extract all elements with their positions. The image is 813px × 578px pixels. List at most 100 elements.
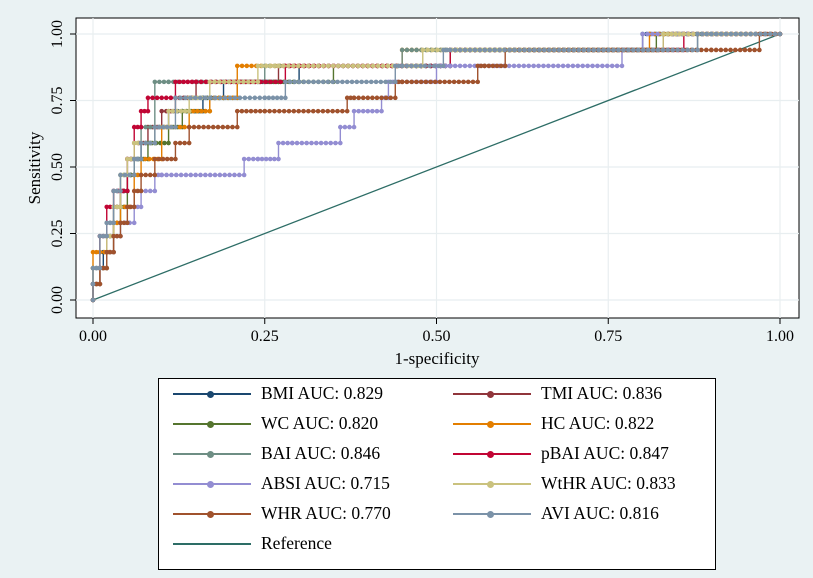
roc-point — [168, 95, 174, 101]
roc-point — [340, 63, 346, 69]
roc-point — [752, 47, 757, 53]
roc-point — [315, 63, 321, 69]
roc-point — [383, 79, 388, 85]
roc-point — [370, 95, 375, 101]
roc-point — [325, 79, 331, 85]
roc-point — [182, 108, 188, 114]
roc-point — [186, 108, 192, 114]
roc-point — [97, 265, 103, 271]
roc-point — [177, 124, 183, 130]
roc-point — [147, 188, 153, 194]
roc-point — [640, 47, 646, 53]
roc-point — [565, 63, 571, 69]
roc-point — [675, 47, 681, 53]
roc-point — [272, 156, 277, 162]
series-avi — [90, 31, 783, 303]
roc-point — [145, 108, 151, 114]
legend-label: TMI AUC: 0.836 — [541, 383, 663, 403]
roc-point — [541, 47, 547, 53]
roc-point — [478, 63, 484, 69]
legend-label: WC AUC: 0.820 — [261, 413, 379, 433]
roc-point — [516, 63, 522, 69]
roc-point — [255, 156, 261, 162]
roc-point — [457, 63, 463, 69]
roc-point — [373, 79, 379, 85]
axes: 0.00 0.25 0.50 0.75 1.00 0.00 0.25 0.50 0.75 1.00 — [49, 20, 794, 345]
roc-point — [427, 63, 432, 69]
roc-point — [156, 124, 162, 130]
roc-point — [221, 79, 227, 85]
roc-point — [251, 156, 256, 162]
roc-point — [650, 31, 655, 37]
roc-point — [333, 140, 338, 146]
roc-point — [310, 108, 316, 114]
roc-point — [107, 220, 113, 226]
roc-point — [217, 172, 223, 178]
roc-point — [107, 204, 113, 210]
roc-point — [512, 47, 517, 53]
roc-point — [272, 63, 277, 69]
roc-point — [590, 63, 595, 69]
roc-point — [154, 95, 160, 101]
roc-point — [210, 124, 216, 130]
roc-point — [347, 124, 352, 130]
roc-point — [199, 108, 204, 114]
roc-point — [374, 108, 380, 114]
roc-point — [107, 249, 113, 255]
roc-point — [90, 249, 96, 255]
roc-point — [236, 79, 241, 85]
roc-point — [296, 63, 301, 69]
roc-point — [286, 63, 291, 69]
roc-point — [257, 108, 263, 114]
roc-point — [296, 79, 302, 85]
roc-point — [576, 47, 582, 53]
roc-point — [560, 63, 566, 69]
roc-point — [266, 95, 272, 101]
roc-point — [182, 124, 187, 130]
roc-point — [368, 79, 374, 85]
x-tick-label: 1.00 — [766, 328, 794, 345]
legend-label: BMI AUC: 0.829 — [261, 383, 384, 403]
roc-point — [335, 108, 340, 114]
roc-point — [118, 220, 123, 226]
roc-point — [385, 63, 391, 69]
roc-point — [301, 63, 306, 69]
roc-point — [104, 204, 110, 210]
roc-point — [418, 79, 424, 85]
y-tick-label: 0.25 — [49, 220, 66, 248]
roc-point — [250, 79, 256, 85]
roc-point — [673, 31, 678, 37]
roc-point — [555, 63, 561, 69]
roc-point — [276, 156, 281, 162]
roc-point — [713, 31, 719, 37]
roc-point — [507, 47, 512, 53]
roc-point — [128, 204, 134, 210]
roc-point — [699, 31, 705, 37]
roc-point — [152, 124, 158, 130]
roc-point — [131, 220, 137, 226]
roc-point — [748, 31, 753, 37]
roc-point — [197, 95, 203, 101]
legend-swatch — [173, 543, 251, 545]
roc-point — [409, 63, 414, 69]
roc-point — [177, 140, 183, 146]
legend-label: HC AUC: 0.822 — [541, 413, 655, 433]
roc-point — [147, 140, 153, 146]
legend-marker-icon — [207, 481, 214, 488]
roc-point — [212, 172, 218, 178]
roc-point — [177, 79, 182, 85]
roc-point — [566, 47, 572, 53]
legend-label: BAI AUC: 0.846 — [261, 443, 381, 463]
roc-point — [521, 63, 527, 69]
roc-point — [267, 108, 272, 114]
roc-point — [301, 108, 306, 114]
roc-point — [335, 79, 340, 85]
roc-point — [690, 47, 695, 53]
roc-point — [143, 124, 148, 130]
roc-point — [392, 79, 398, 85]
roc-point — [728, 31, 734, 37]
roc-point — [436, 63, 442, 69]
roc-point — [247, 95, 253, 101]
x-axis-label: 1-specificity — [395, 349, 480, 368]
roc-point — [285, 140, 290, 146]
